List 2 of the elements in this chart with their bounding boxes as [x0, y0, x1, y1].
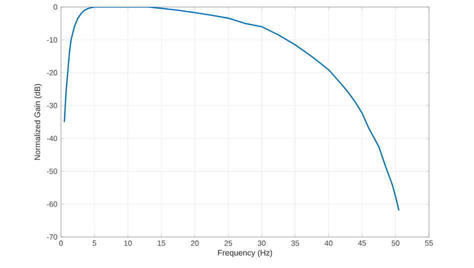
x-axis-title: Frequency (Hz)	[218, 250, 272, 258]
y-axis-title: Normalized Gain (dB)	[34, 84, 42, 160]
